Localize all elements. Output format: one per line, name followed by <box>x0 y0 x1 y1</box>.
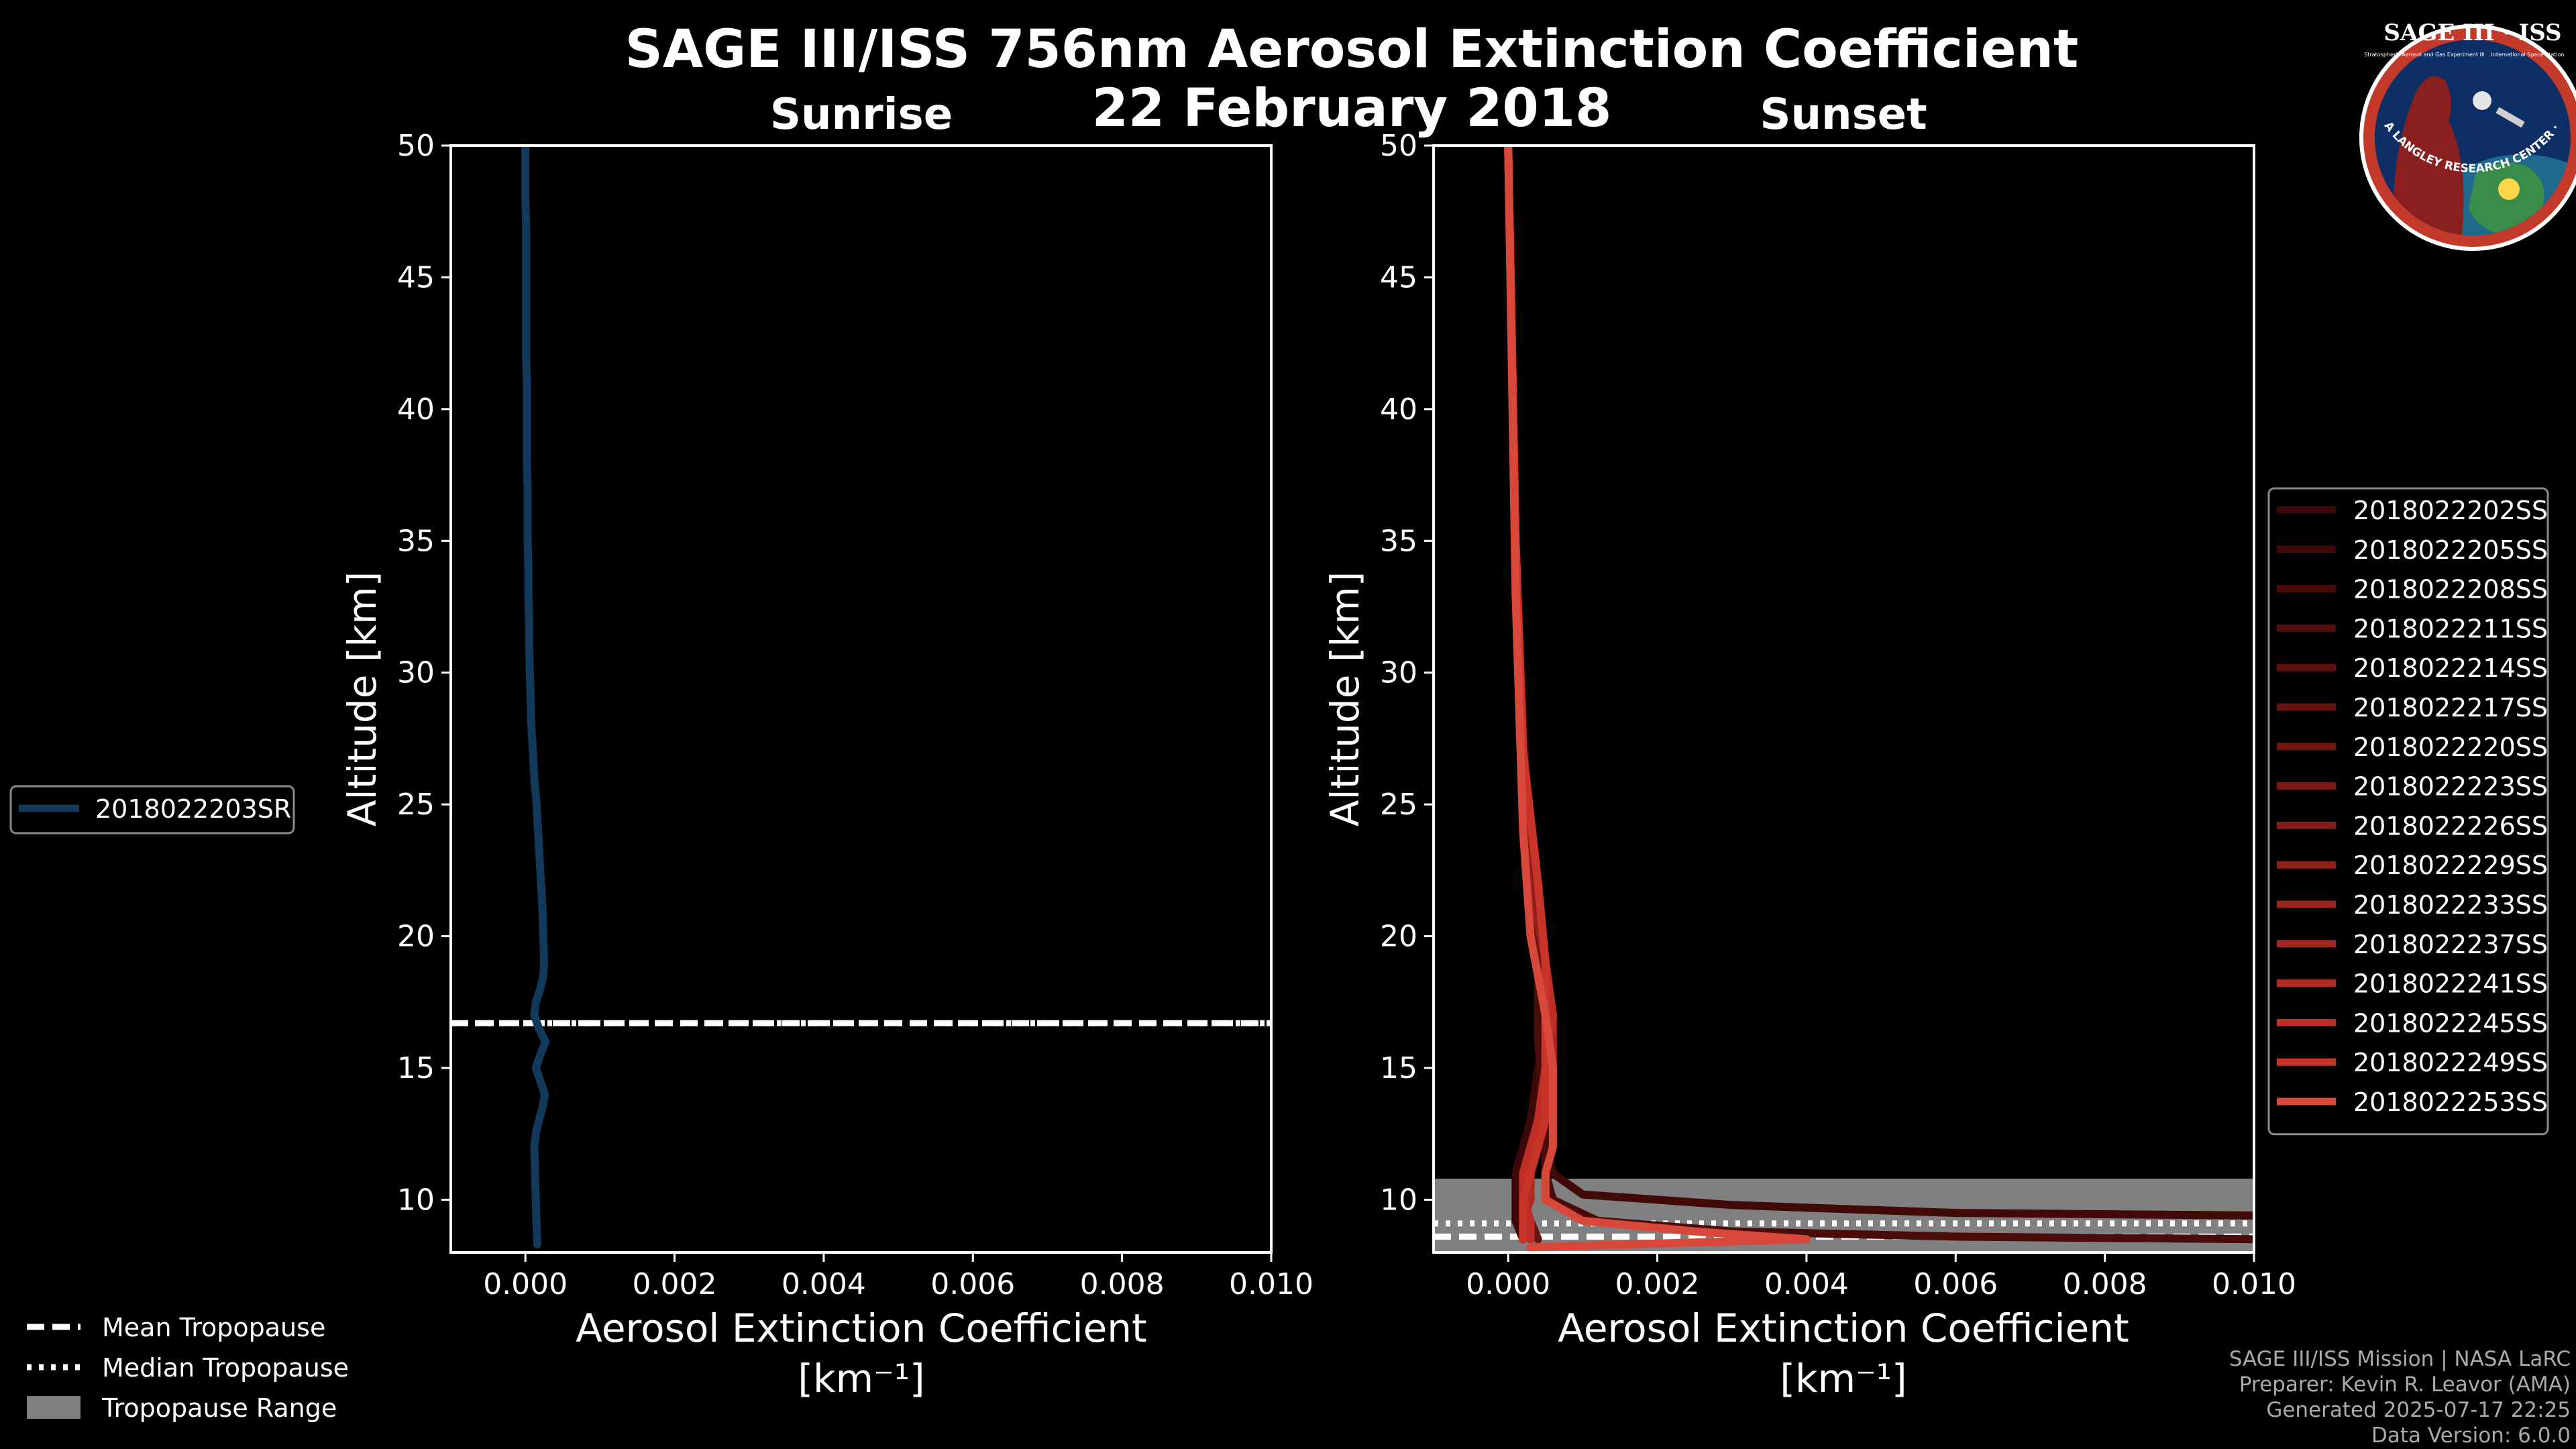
sunrise-plot-layer <box>451 146 1271 1249</box>
sunrise-xtick-label-5: 0.010 <box>1229 1267 1313 1301</box>
footer-mission: SAGE III/ISS Mission | NASA LaRC <box>2229 1347 2571 1371</box>
sunrise-chart: 0.000 0.002 0.004 0.006 0.008 0.010 10 15 20 25 30… <box>397 129 1313 1301</box>
footer-generated: Generated 2025-07-17 22:25 <box>2266 1398 2571 1422</box>
sunrise-ytick-label-5: 35 <box>397 524 435 558</box>
sunset-legend-label-2018022217SS: 2018022217SS <box>2353 693 2548 722</box>
sunset-legend-label-2018022223SS: 2018022223SS <box>2353 772 2548 802</box>
sunset-ytick-label-5: 35 <box>1380 524 1417 558</box>
sunset-ytick-label-1: 15 <box>1380 1051 1417 1085</box>
sunset-ylabel: Altitude [km] <box>1322 572 1368 826</box>
sunrise-series-2018022203SR <box>521 146 550 1249</box>
logo-wizard-figure <box>2394 76 2464 235</box>
sunset-ytick-label-0: 10 <box>1380 1183 1417 1217</box>
sunset-plot-layer <box>1434 146 2254 1252</box>
sunset-ytick-label-6: 40 <box>1380 392 1417 427</box>
sunrise-legend-label: 2018022203SR <box>95 794 291 824</box>
sunrise-xtick-label-0: 0.000 <box>483 1267 568 1301</box>
sunrise-axes-frame <box>449 144 1273 1254</box>
sunrise-panel-title: Sunrise <box>770 90 953 140</box>
sunset-legend-label-2018022249SS: 2018022249SS <box>2353 1048 2548 1077</box>
sunrise-xlabel: Aerosol Extinction Coefficient <box>576 1305 1147 1351</box>
sunrise-legend: 2018022203SR <box>9 785 295 835</box>
logo-moon <box>2473 91 2491 110</box>
sunset-xtick-label-1: 0.002 <box>1615 1267 1700 1301</box>
sunrise-xtick-label-4: 0.008 <box>1080 1267 1165 1301</box>
sunset-legend-label-2018022205SS: 2018022205SS <box>2353 535 2548 565</box>
sunset-series-2018022253SS <box>1504 146 1811 1252</box>
sunset-legend-frame <box>2267 487 2549 1136</box>
logo-title: SAGE III · ISS <box>2383 19 2561 46</box>
sunrise-ytick-label-4: 30 <box>397 656 435 690</box>
sunset-xlabel-unit: [km⁻¹] <box>1780 1356 1907 1401</box>
sunset-legend-label-2018022241SS: 2018022241SS <box>2353 969 2548 999</box>
sunset-legend-label-2018022245SS: 2018022245SS <box>2353 1008 2548 1038</box>
sunset-legend-label-2018022237SS: 2018022237SS <box>2353 930 2548 959</box>
sunrise-ytick-label-8: 50 <box>397 129 435 163</box>
tropopause-range-label: Tropopause Range <box>101 1393 337 1423</box>
logo-station <box>2496 107 2525 128</box>
sunset-ytick-label-4: 30 <box>1380 656 1417 690</box>
sunset-ytick-label-3: 25 <box>1380 788 1417 822</box>
sunset-legend-label-2018022253SS: 2018022253SS <box>2353 1087 2548 1117</box>
sunrise-ytick-label-3: 25 <box>397 788 435 822</box>
sunset-legend-label-2018022233SS: 2018022233SS <box>2353 890 2548 920</box>
sunrise-ylabel: Altitude [km] <box>339 572 385 826</box>
sunset-legend-label-2018022202SS: 2018022202SS <box>2353 496 2548 525</box>
sunrise-ytick-label-0: 10 <box>397 1183 435 1217</box>
sunset-legend-label-2018022226SS: 2018022226SS <box>2353 811 2548 841</box>
sunset-ytick-label-8: 50 <box>1380 129 1417 163</box>
figure-date: 22 February 2018 <box>1092 78 1612 139</box>
sunset-ytick-label-2: 20 <box>1380 920 1417 954</box>
sunrise-ytick-label-7: 45 <box>397 260 435 294</box>
sunset-xtick-label-5: 0.010 <box>2212 1267 2296 1301</box>
tropopause-range-swatch <box>27 1396 80 1419</box>
sunrise-ytick-label-1: 15 <box>397 1051 435 1085</box>
sunset-xlabel: Aerosol Extinction Coefficient <box>1558 1305 2129 1351</box>
sunrise-xtick-label-1: 0.002 <box>633 1267 717 1301</box>
logo-small-right: International Space Station <box>2491 52 2565 58</box>
sunrise-xtick-label-3: 0.006 <box>930 1267 1015 1301</box>
sunrise-ytick-label-2: 20 <box>397 920 435 954</box>
figure-title: SAGE III/ISS 756nm Aerosol Extinction Co… <box>625 19 2079 80</box>
mean-tropopause-label: Mean Tropopause <box>102 1313 325 1342</box>
sunset-ytick-label-7: 45 <box>1380 260 1417 294</box>
footer-version: Data Version: 6.0.0 <box>2371 1424 2571 1448</box>
sunrise-plot-area <box>451 146 1271 1252</box>
sunset-legend-label-2018022208SS: 2018022208SS <box>2353 575 2548 604</box>
logo-sun <box>2498 178 2520 200</box>
sunset-legend-label-2018022214SS: 2018022214SS <box>2353 653 2548 683</box>
median-tropopause-label: Median Tropopause <box>102 1353 349 1383</box>
logo-small-left: Stratospheric Aerosol and Gas Experiment… <box>2364 52 2484 58</box>
footer-preparer: Preparer: Kevin R. Leavor (AMA) <box>2239 1373 2571 1397</box>
sunset-legend: 2018022202SS 2018022205SS 2018022208SS 2018… <box>2267 487 2549 1136</box>
sunset-panel-title: Sunset <box>1760 90 1927 140</box>
sunset-axes-frame <box>1432 144 2255 1254</box>
sunset-chart: 0.000 0.002 0.004 0.006 0.008 0.010 10 15 20 25 30… <box>1380 129 2296 1301</box>
sunrise-xtick-label-2: 0.004 <box>782 1267 866 1301</box>
sunset-xtick-label-3: 0.006 <box>1913 1267 1998 1301</box>
sunrise-legend-frame <box>9 785 295 835</box>
sunset-xtick-label-2: 0.004 <box>1764 1267 1849 1301</box>
tropopause-legend: Mean Tropopause Median Tropopause Tropop… <box>27 1313 349 1423</box>
sunset-legend-label-2018022220SS: 2018022220SS <box>2353 733 2548 762</box>
sunset-legend-label-2018022211SS: 2018022211SS <box>2353 614 2548 643</box>
sunrise-xlabel-unit: [km⁻¹] <box>798 1356 924 1401</box>
sunrise-ytick-label-6: 40 <box>397 392 435 427</box>
sunset-plot-area <box>1434 146 2254 1252</box>
sunset-legend-label-2018022229SS: 2018022229SS <box>2353 851 2548 880</box>
sunset-xtick-label-0: 0.000 <box>1466 1267 1550 1301</box>
sunset-xtick-label-4: 0.008 <box>2063 1267 2147 1301</box>
